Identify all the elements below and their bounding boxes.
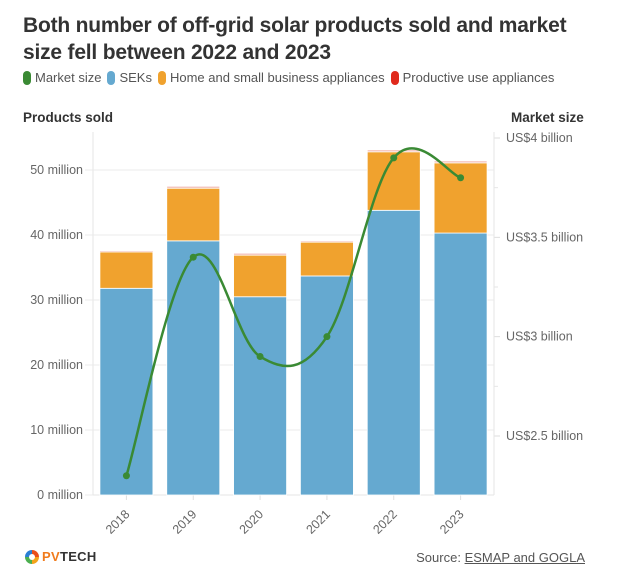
x-tick-label: 2021 <box>303 507 333 537</box>
y-right-tick-label: US$3.5 billion <box>506 230 583 244</box>
source-note: Source: ESMAP and GOGLA <box>416 550 585 565</box>
y-right-tick-label: US$4 billion <box>506 131 573 145</box>
market-size-point-2019 <box>189 253 197 261</box>
source-link[interactable]: ESMAP and GOGLA <box>464 550 585 565</box>
y-axis-right-title: Market size <box>511 110 584 125</box>
legend-item-home-small-business[interactable]: Home and small business appliances <box>157 70 385 85</box>
legend: Market size SEKs Home and small business… <box>23 70 560 85</box>
bar-home-and-small-business-appliances-2018 <box>99 251 154 289</box>
bar-productive-use-appliances-2018 <box>99 250 154 253</box>
x-tick-label: 2020 <box>237 507 267 537</box>
legend-label: Home and small business appliances <box>169 70 385 85</box>
bar-seks-2023 <box>433 232 488 496</box>
y-left-tick-label: 20 million <box>30 358 83 372</box>
bar-productive-use-appliances-2023 <box>433 160 488 164</box>
legend-swatch-market-size <box>23 70 31 85</box>
logo-text-tech: TECH <box>59 549 97 564</box>
market-size-point-2022 <box>390 154 398 162</box>
bar-home-and-small-business-appliances-2019 <box>166 187 221 242</box>
bars <box>99 149 488 496</box>
bar-seks-2018 <box>99 287 154 496</box>
y-left-tick-label: 40 million <box>30 228 83 242</box>
bar-home-and-small-business-appliances-2020 <box>233 254 287 298</box>
pvtech-logo: PV TECH <box>25 549 97 564</box>
market-size-point-2020 <box>256 353 264 361</box>
bar-home-and-small-business-appliances-2021 <box>300 241 354 277</box>
bar-productive-use-appliances-2022 <box>366 149 421 153</box>
pvtech-logo-icon <box>25 549 39 564</box>
y-right-tick-label: US$3 billion <box>506 330 573 344</box>
bar-productive-use-appliances-2020 <box>233 252 287 256</box>
legend-label: Market size <box>35 70 102 85</box>
y-left-tick-label: 30 million <box>30 293 83 307</box>
market-size-point-2018 <box>122 472 130 480</box>
x-tick-label: 2019 <box>170 507 200 537</box>
y-right-tick-label: US$2.5 billion <box>506 429 583 443</box>
logo-text-pv: PV <box>42 549 60 564</box>
bar-home-and-small-business-appliances-2023 <box>433 162 488 234</box>
chart-title: Both number of off-grid solar products s… <box>23 14 567 64</box>
legend-swatch-home-small-business <box>157 70 166 85</box>
bar-productive-use-appliances-2021 <box>300 240 354 243</box>
x-tick-label: 2018 <box>103 507 133 537</box>
legend-swatch-productive-use <box>390 70 399 85</box>
bar-seks-2019 <box>166 240 221 496</box>
bar-seks-2022 <box>366 209 421 496</box>
legend-label: Productive use appliances <box>402 70 555 85</box>
legend-label: SEKs <box>119 70 152 85</box>
market-size-point-2021 <box>323 333 331 341</box>
market-size-point-2023 <box>457 174 465 182</box>
footer: PV TECH Source: ESMAP and GOGLA <box>0 545 617 575</box>
legend-swatch-seks <box>107 70 116 85</box>
legend-item-productive-use[interactable]: Productive use appliances <box>390 70 555 85</box>
legend-item-seks[interactable]: SEKs <box>107 70 152 85</box>
axes <box>92 132 500 500</box>
bar-seks-2021 <box>300 275 354 496</box>
market-size-line <box>122 147 465 480</box>
legend-item-market-size[interactable]: Market size <box>23 70 101 85</box>
x-tick-label: 2023 <box>437 507 467 537</box>
source-prefix: Source: <box>416 550 465 565</box>
y-axis-left-title: Products sold <box>23 110 114 125</box>
bar-productive-use-appliances-2019 <box>166 185 221 189</box>
y-left-tick-label: 50 million <box>30 163 83 177</box>
y-left-tick-label: 0 million <box>37 488 83 502</box>
x-tick-label: 2022 <box>370 507 400 537</box>
y-left-tick-label: 10 million <box>30 423 83 437</box>
